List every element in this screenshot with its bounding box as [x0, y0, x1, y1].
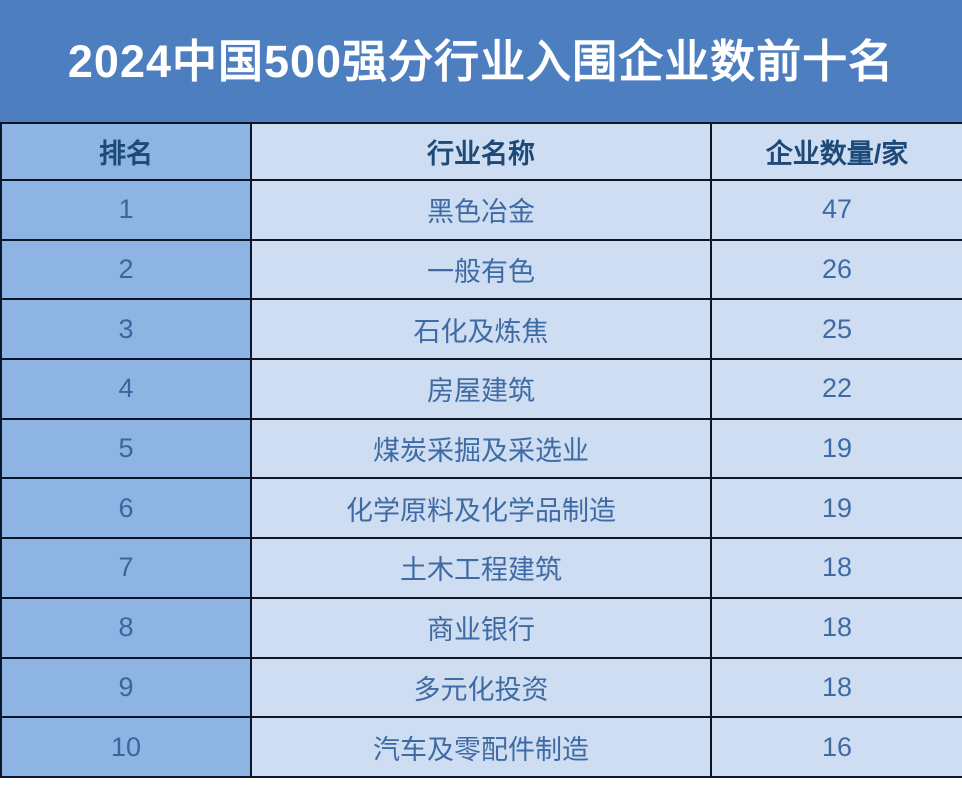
industry-cell: 房屋建筑 — [250, 358, 712, 420]
count-cell: 22 — [710, 358, 962, 420]
table-row: 1 黑色冶金 47 — [0, 179, 962, 241]
column-header-rank: 排名 — [0, 122, 252, 181]
rank-cell: 8 — [0, 596, 252, 659]
table-row: 9 多元化投资 18 — [0, 656, 962, 719]
count-cell: 18 — [710, 596, 962, 659]
rank-cell: 2 — [0, 238, 252, 301]
rank-cell: 7 — [0, 537, 252, 599]
industry-cell: 商业银行 — [250, 596, 712, 659]
industry-cell: 化学原料及化学品制造 — [250, 477, 712, 540]
industry-cell: 多元化投资 — [250, 656, 712, 719]
table-row: 4 房屋建筑 22 — [0, 358, 962, 420]
count-cell: 19 — [710, 417, 962, 480]
count-cell: 26 — [710, 238, 962, 301]
rank-cell: 1 — [0, 179, 252, 241]
header-row: 排名 行业名称 企业数量/家 — [0, 122, 962, 181]
table-row: 8 商业银行 18 — [0, 596, 962, 659]
table-row: 5 煤炭采掘及采选业 19 — [0, 417, 962, 480]
rank-cell: 4 — [0, 358, 252, 420]
industry-cell: 汽车及零配件制造 — [250, 716, 712, 778]
column-header-count: 企业数量/家 — [710, 122, 962, 181]
count-cell: 47 — [710, 179, 962, 241]
table-row: 7 土木工程建筑 18 — [0, 537, 962, 599]
title-banner: 2024中国500强分行业入围企业数前十名 — [0, 0, 962, 122]
bottom-margin — [0, 778, 962, 786]
count-cell: 19 — [710, 477, 962, 540]
table-row: 6 化学原料及化学品制造 19 — [0, 477, 962, 540]
column-header-industry: 行业名称 — [250, 122, 712, 181]
rank-cell: 3 — [0, 298, 252, 361]
table-row: 10 汽车及零配件制造 16 — [0, 716, 962, 778]
rank-cell: 5 — [0, 417, 252, 480]
count-cell: 16 — [710, 716, 962, 778]
ranking-table: 排名 行业名称 企业数量/家 1 黑色冶金 47 2 一般有色 26 3 石化及… — [0, 122, 962, 778]
rank-cell: 6 — [0, 477, 252, 540]
industry-cell: 煤炭采掘及采选业 — [250, 417, 712, 480]
count-cell: 18 — [710, 656, 962, 719]
count-cell: 25 — [710, 298, 962, 361]
industry-cell: 土木工程建筑 — [250, 537, 712, 599]
industry-cell: 一般有色 — [250, 238, 712, 301]
rank-cell: 10 — [0, 716, 252, 778]
industry-cell: 石化及炼焦 — [250, 298, 712, 361]
table-row: 3 石化及炼焦 25 — [0, 298, 962, 361]
page-title: 2024中国500强分行业入围企业数前十名 — [67, 35, 895, 87]
industry-cell: 黑色冶金 — [250, 179, 712, 241]
table-row: 2 一般有色 26 — [0, 238, 962, 301]
count-cell: 18 — [710, 537, 962, 599]
rank-cell: 9 — [0, 656, 252, 719]
